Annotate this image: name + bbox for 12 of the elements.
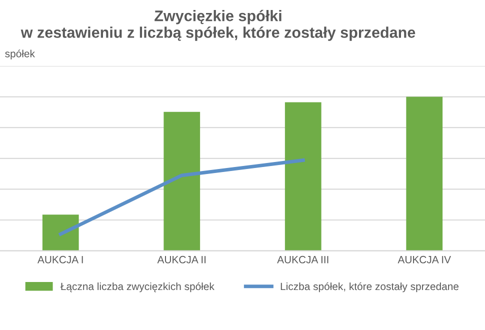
x-tick-label: AUKCJA III <box>277 256 328 264</box>
legend-label: Liczba spółek, które zostały sprzedane <box>280 282 458 292</box>
bar <box>164 112 200 251</box>
bar <box>284 102 322 251</box>
chart-title: Zwycięzkie spółki w zestawieniu z liczbą spółek, które zostały sprzedane <box>20 10 416 41</box>
x-tick-label: AUKCJA I <box>37 256 83 264</box>
x-tick-label: AUKCJA IV <box>398 256 451 264</box>
bar <box>42 214 79 251</box>
y-axis-title: spółek <box>5 50 35 60</box>
x-tick-label: AUKCJA II <box>157 256 206 264</box>
bar <box>406 96 443 251</box>
legend-label: Łączna liczba zwycięzkich spółek <box>60 282 214 292</box>
